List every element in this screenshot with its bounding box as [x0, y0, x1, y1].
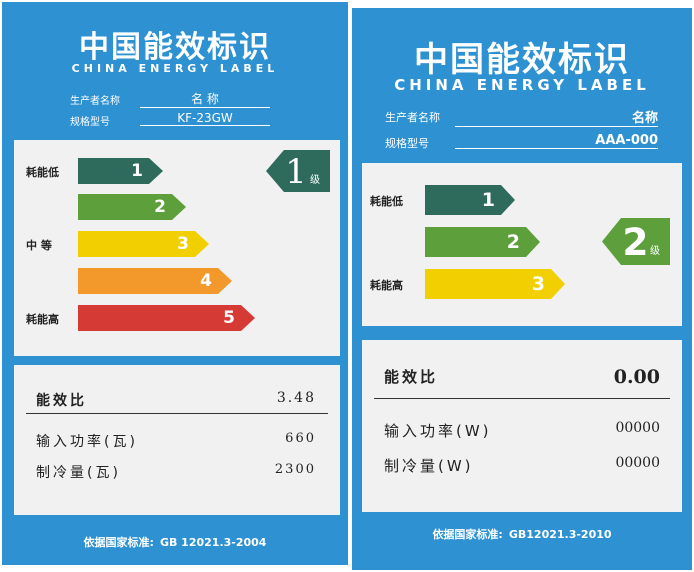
metric-label: 输入功率(W) — [384, 422, 492, 440]
label-title: 中国能效标识 — [79, 30, 271, 65]
field-value: 名称 — [455, 107, 658, 127]
footer: 依据国家标准: GB 12021.3-2004 — [2, 534, 348, 550]
grade-arrow: 2 — [425, 227, 540, 257]
footer-value: GB 12021.3-2004 — [159, 536, 267, 549]
metrics-panel — [14, 365, 340, 515]
field-label: 规格型号 — [385, 137, 429, 150]
grade-side-label: 耗能低 — [370, 195, 403, 208]
indicator-unit: 级 — [310, 175, 320, 186]
metric-label: 能效比 — [384, 368, 439, 386]
metric-value: 00000 — [615, 455, 660, 471]
label-subtitle: CHINA ENERGY LABEL — [71, 62, 279, 75]
metric-label: 输入功率(瓦) — [36, 434, 138, 450]
metrics-panel — [362, 340, 682, 512]
grade-side-label: 耗能高 — [370, 279, 403, 292]
field-label: 生产者名称 — [70, 96, 120, 107]
metric-divider — [26, 413, 328, 414]
footer-label: 依据国家标准: — [432, 528, 503, 541]
label-title: 中国能效标识 — [414, 40, 630, 80]
grade-side-label: 中 等 — [26, 239, 52, 252]
grade-arrow: 3 — [78, 231, 209, 257]
grade-arrow: 2 — [78, 194, 186, 220]
footer-value: GB12021.3-2010 — [508, 528, 612, 541]
grade-side-label: 耗能高 — [26, 313, 59, 326]
metric-label: 制冷量(W) — [384, 457, 474, 475]
grade-arrow: 1 — [425, 185, 515, 215]
grade-side-label: 耗能低 — [26, 166, 59, 179]
metric-divider — [374, 398, 670, 399]
grade-arrow: 4 — [78, 268, 232, 294]
field-value: 名 称 — [140, 90, 270, 108]
metric-value: 00000 — [615, 420, 660, 436]
field-value: KF-23GW — [140, 111, 270, 126]
indicator-unit: 级 — [650, 245, 660, 257]
metric-value: 660 — [285, 431, 316, 446]
metric-value: 0.00 — [613, 366, 660, 388]
grade-arrow: 1 — [78, 158, 163, 184]
footer: 依据国家标准: GB12021.3-2010 — [352, 526, 692, 542]
metric-label: 能效比 — [36, 393, 87, 409]
indicator-grade: 1 — [285, 152, 307, 191]
grade-arrow: 3 — [425, 269, 565, 299]
grade-arrow: 5 — [78, 305, 255, 331]
field-label: 生产者名称 — [385, 111, 440, 124]
label-subtitle: CHINA ENERGY LABEL — [394, 76, 650, 94]
footer-label: 依据国家标准: — [83, 536, 154, 549]
indicator-grade: 2 — [622, 220, 649, 264]
field-label: 规格型号 — [70, 117, 110, 128]
metric-value: 3.48 — [276, 390, 316, 406]
metric-label: 制冷量(瓦) — [36, 465, 121, 481]
field-value: AAA-000 — [455, 133, 658, 149]
metric-value: 2300 — [274, 462, 316, 477]
